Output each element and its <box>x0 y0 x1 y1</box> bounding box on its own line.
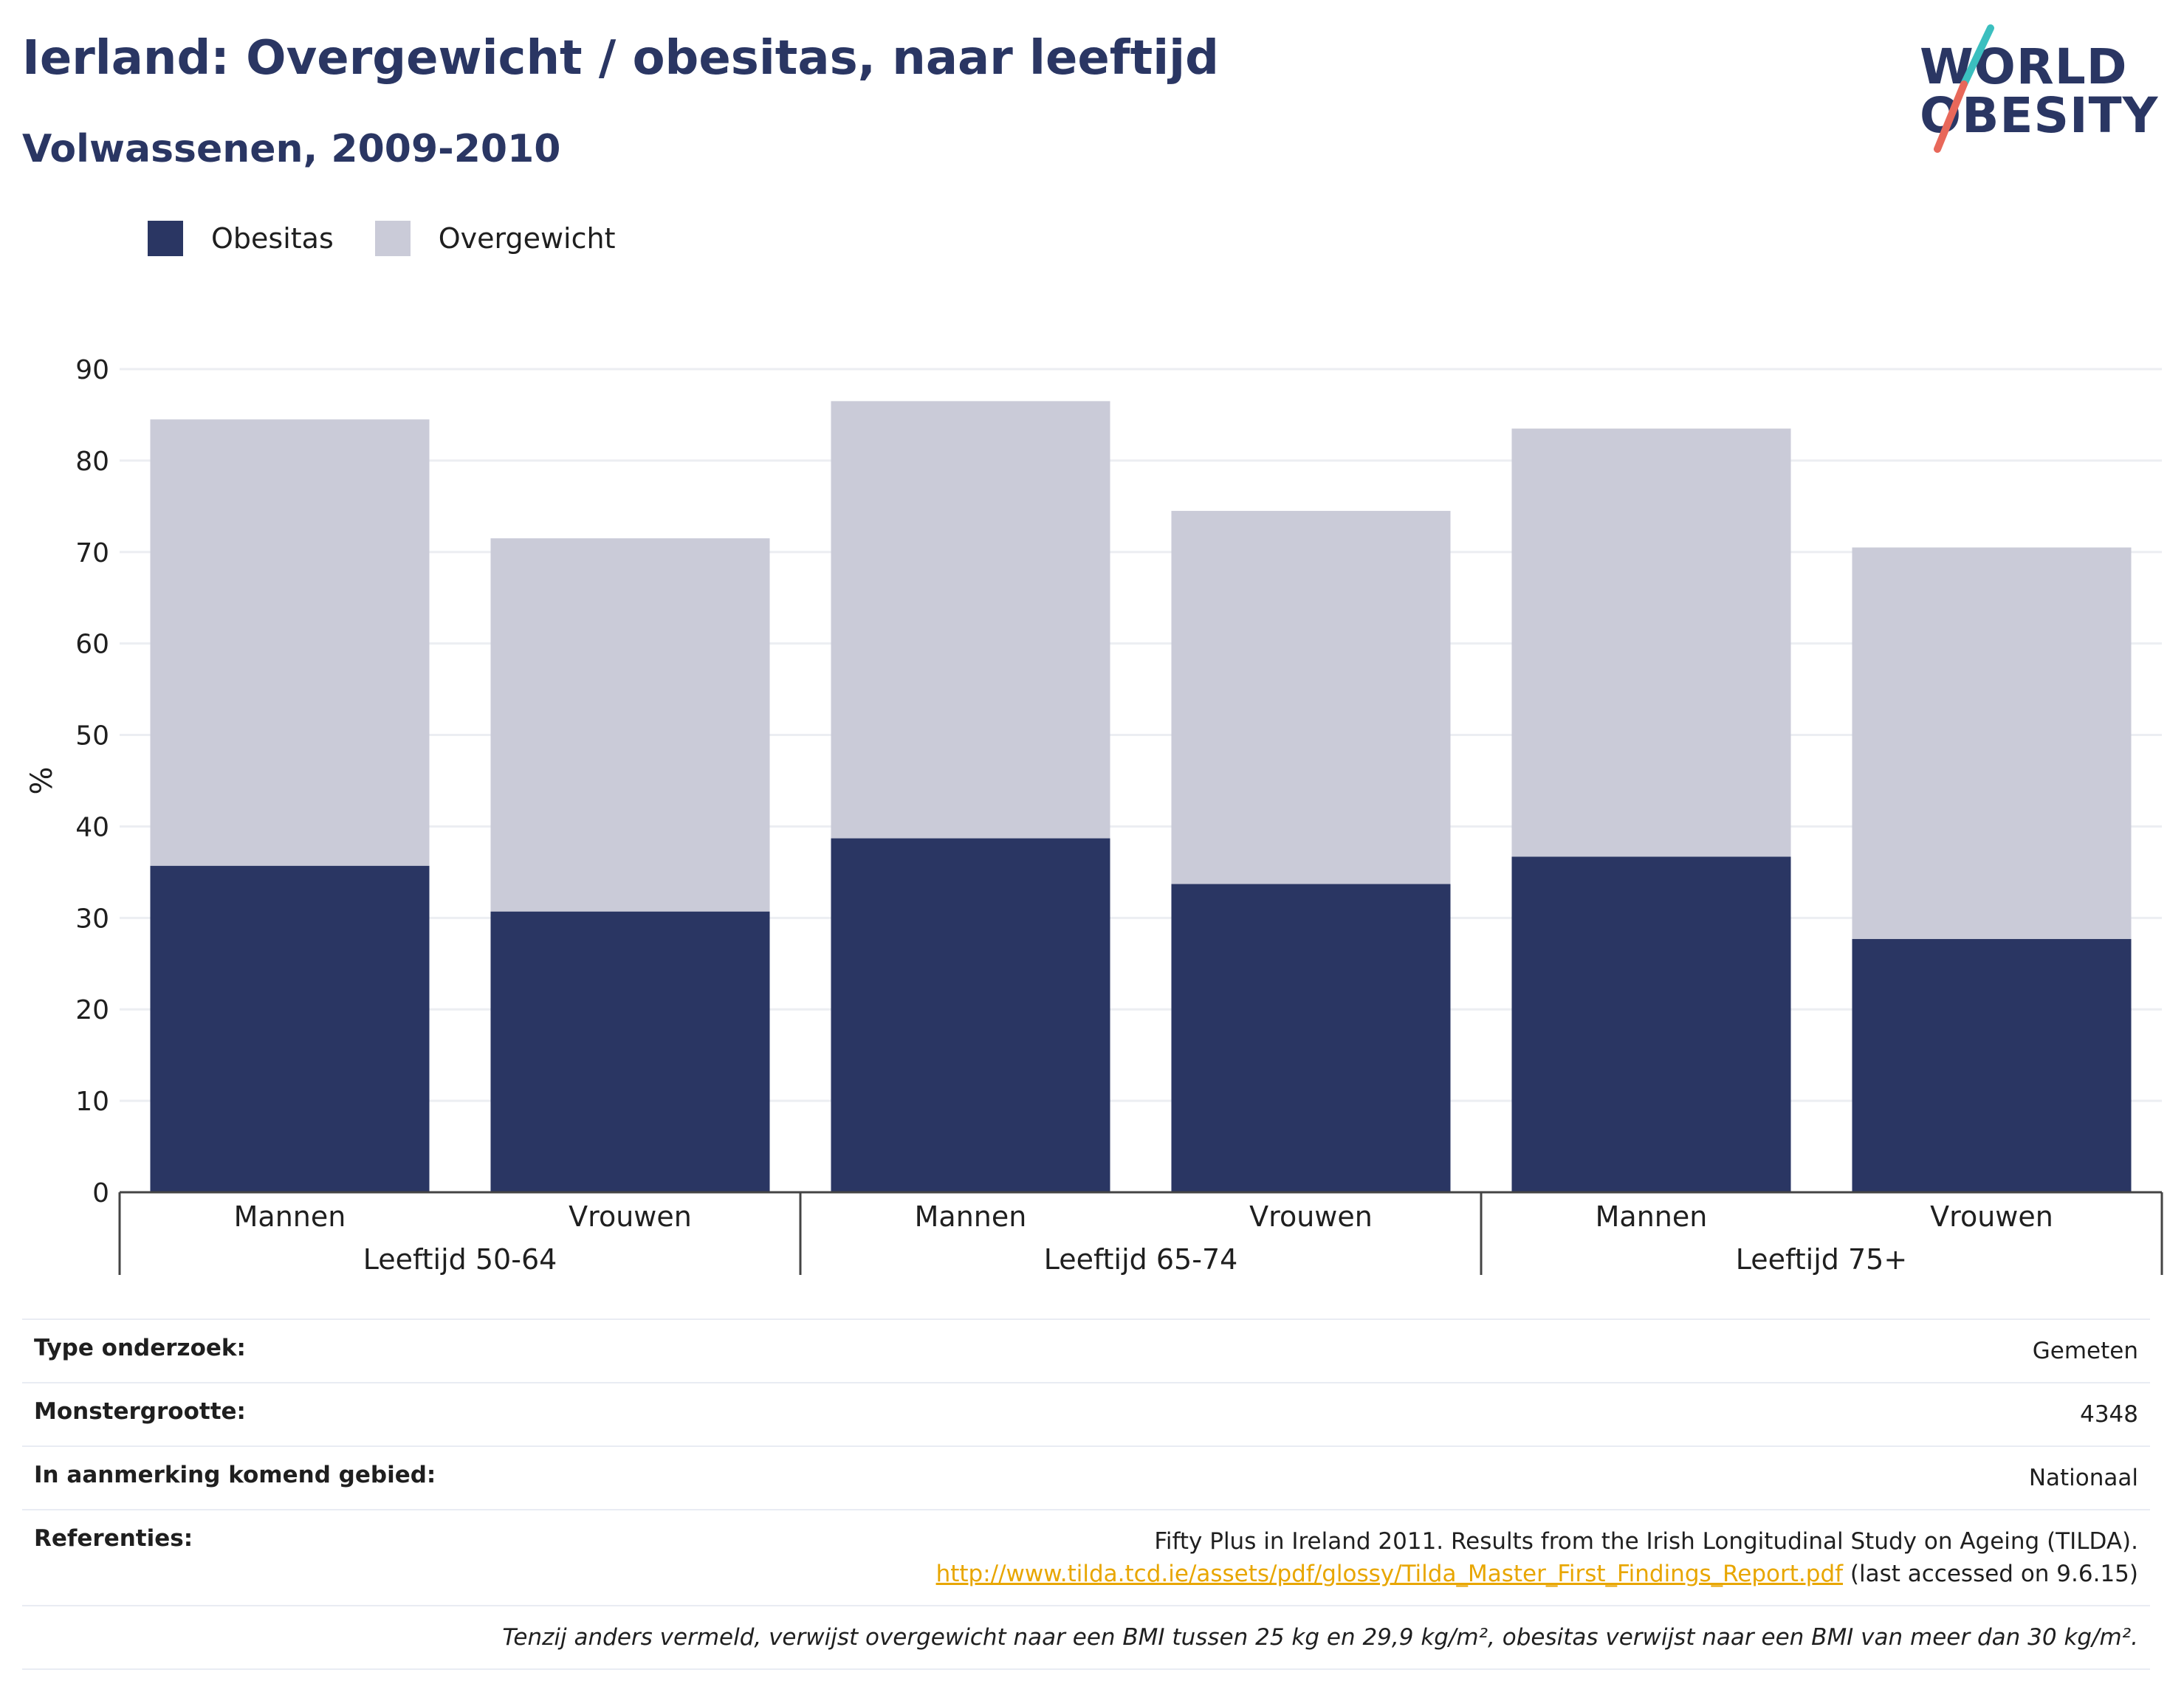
stacked-bar-chart: 0 10 20 30 40 50 60 70 80 90% Mannen Vrouwen Mannen V… <box>25 355 2163 1276</box>
reference-text: Fifty Plus in Ireland 2011. Results from… <box>1154 1528 2138 1555</box>
y-tick-label: 80 <box>75 447 109 477</box>
y-tick-label: 90 <box>75 355 109 385</box>
legend-swatch-obesitas <box>148 221 183 256</box>
world-obesity-logo: WORLD OBESITY <box>1920 22 2171 155</box>
meta-label-area: In aanmerking komend gebied: <box>34 1462 436 1488</box>
legend-swatch-overgewicht <box>374 221 411 256</box>
x-group-label: Leeftijd 65-74 <box>1044 1243 1238 1276</box>
legend-label-overgewicht: Overgewicht <box>438 222 616 255</box>
bar-overgewicht-4 <box>1171 511 1451 884</box>
meta-row-references: Referenties: Fifty Plus in Ireland 2011.… <box>22 1509 2150 1605</box>
bar-obesitas-2 <box>490 911 770 1192</box>
meta-row-sample: Monstergrootte: 4348 <box>22 1382 2150 1445</box>
y-tick-label: 0 <box>92 1178 109 1208</box>
survey-metadata: Type onderzoek: Gemeten Monstergrootte: … <box>22 1318 2150 1670</box>
meta-label-sample: Monstergrootte: <box>34 1398 246 1425</box>
legend-item-obesitas: Obesitas <box>148 221 334 256</box>
bar-overgewicht-6 <box>1852 547 2132 939</box>
meta-value-sample: 4348 <box>2080 1401 2138 1428</box>
bmi-footnote: Tenzij anders vermeld, verwijst overgewi… <box>502 1624 2138 1651</box>
y-tick-label: 20 <box>75 995 109 1025</box>
meta-value-references: Fifty Plus in Ireland 2011. Results from… <box>936 1525 2138 1590</box>
y-axis-label: % <box>25 766 59 794</box>
bar-overgewicht-5 <box>1511 428 1791 857</box>
reference-accessed: (last accessed on 9.6.15) <box>1843 1561 2138 1587</box>
chart-legend: Obesitas Overgewicht <box>148 219 657 258</box>
bar-obesitas-5 <box>1511 856 1791 1192</box>
bar-overgewicht-2 <box>490 538 770 912</box>
x-category-label: Vrouwen <box>1930 1200 2053 1233</box>
legend-item-overgewicht: Overgewicht <box>374 221 616 256</box>
meta-value-type: Gemeten <box>2032 1338 2138 1364</box>
meta-value-area: Nationaal <box>2028 1465 2138 1491</box>
meta-row-note: Tenzij anders vermeld, verwijst overgewi… <box>22 1605 2150 1670</box>
bar-overgewicht-3 <box>831 401 1110 839</box>
x-group-label: Leeftijd 75+ <box>1736 1243 1907 1276</box>
y-tick-label: 70 <box>75 538 109 568</box>
bar-obesitas-6 <box>1852 938 2132 1192</box>
bar-overgewicht-1 <box>150 419 430 866</box>
logo-slash-icon <box>1934 24 1994 153</box>
page-subtitle: Volwassenen, 2009-2010 <box>22 127 561 171</box>
meta-label-references: Referenties: <box>34 1525 193 1552</box>
x-category-label: Vrouwen <box>1249 1200 1373 1233</box>
meta-row-area: In aanmerking komend gebied: Nationaal <box>22 1445 2150 1509</box>
y-tick-label: 10 <box>75 1087 109 1117</box>
y-tick-label: 40 <box>75 812 109 842</box>
x-category-label: Mannen <box>915 1200 1027 1233</box>
logo-text-world: WORLD <box>1920 38 2128 95</box>
meta-row-type: Type onderzoek: Gemeten <box>22 1318 2150 1382</box>
x-group-label: Leeftijd 50-64 <box>363 1243 557 1276</box>
x-category-label: Mannen <box>1596 1200 1708 1233</box>
bar-obesitas-3 <box>831 838 1110 1192</box>
y-tick-label: 30 <box>75 904 109 934</box>
reference-link[interactable]: http://www.tilda.tcd.ie/assets/pdf/gloss… <box>935 1561 1844 1587</box>
y-tick-label: 50 <box>75 721 109 752</box>
legend-label-obesitas: Obesitas <box>211 222 334 255</box>
x-category-label: Vrouwen <box>569 1200 692 1233</box>
y-tick-label: 60 <box>75 630 109 660</box>
page-title: Ierland: Overgewicht / obesitas, naar le… <box>22 31 1219 86</box>
meta-label-type: Type onderzoek: <box>34 1335 246 1361</box>
bar-obesitas-4 <box>1171 884 1451 1192</box>
x-category-label: Mannen <box>234 1200 346 1233</box>
bar-obesitas-1 <box>150 865 430 1192</box>
